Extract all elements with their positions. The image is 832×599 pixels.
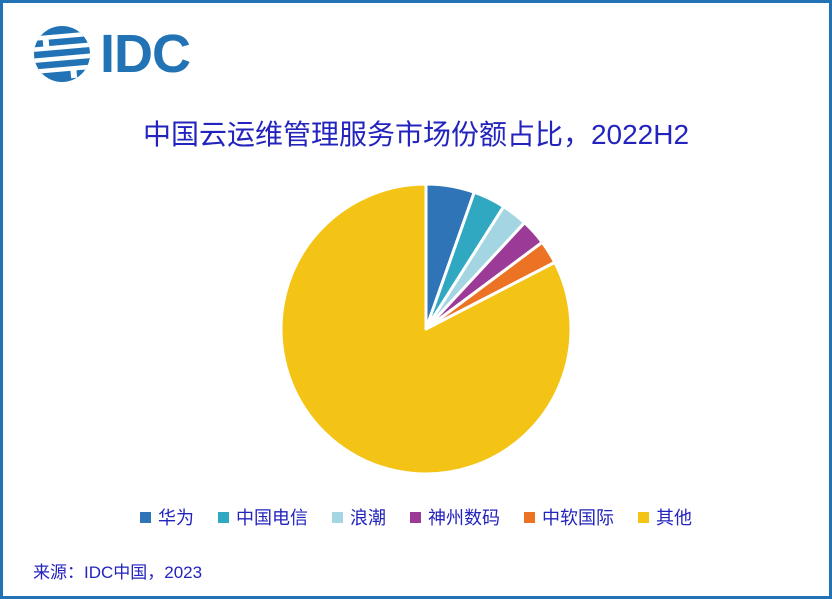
- legend-swatch: [638, 511, 649, 523]
- legend-label: 华为: [158, 508, 194, 528]
- legend-item-华为: 华为: [140, 504, 194, 530]
- pie-slice-其他: [279, 182, 573, 476]
- legend-swatch: [140, 511, 151, 523]
- legend-item-神州数码: 神州数码: [410, 504, 500, 530]
- idc-logo-text: IDC: [100, 24, 191, 84]
- legend-label: 中国电信: [236, 508, 308, 528]
- legend-label: 浪潮: [350, 508, 386, 528]
- source-note: 来源：IDC中国，2023: [33, 563, 203, 582]
- legend-item-其他: 其他: [638, 504, 692, 530]
- legend-item-中软国际: 中软国际: [524, 504, 614, 530]
- idc-logo: IDC: [33, 24, 191, 84]
- chart-title: 中国云运维管理服务市场份额占比，2022H2: [142, 119, 690, 150]
- legend-swatch: [410, 511, 421, 523]
- legend-label: 神州数码: [428, 508, 500, 528]
- chart-legend: 华为 中国电信 浪潮 神州数码 中软国际 其他: [3, 504, 829, 530]
- pie-chart-svg: [279, 182, 573, 476]
- idc-globe-icon: [34, 26, 90, 82]
- legend-item-浪潮: 浪潮: [332, 504, 386, 530]
- legend-label: 中软国际: [542, 508, 614, 528]
- legend-swatch: [524, 511, 535, 523]
- legend-label: 其他: [656, 508, 692, 528]
- legend-swatch: [218, 511, 229, 523]
- pie-chart: [276, 179, 576, 479]
- legend-swatch: [332, 511, 343, 523]
- legend-item-中国电信: 中国电信: [218, 504, 308, 530]
